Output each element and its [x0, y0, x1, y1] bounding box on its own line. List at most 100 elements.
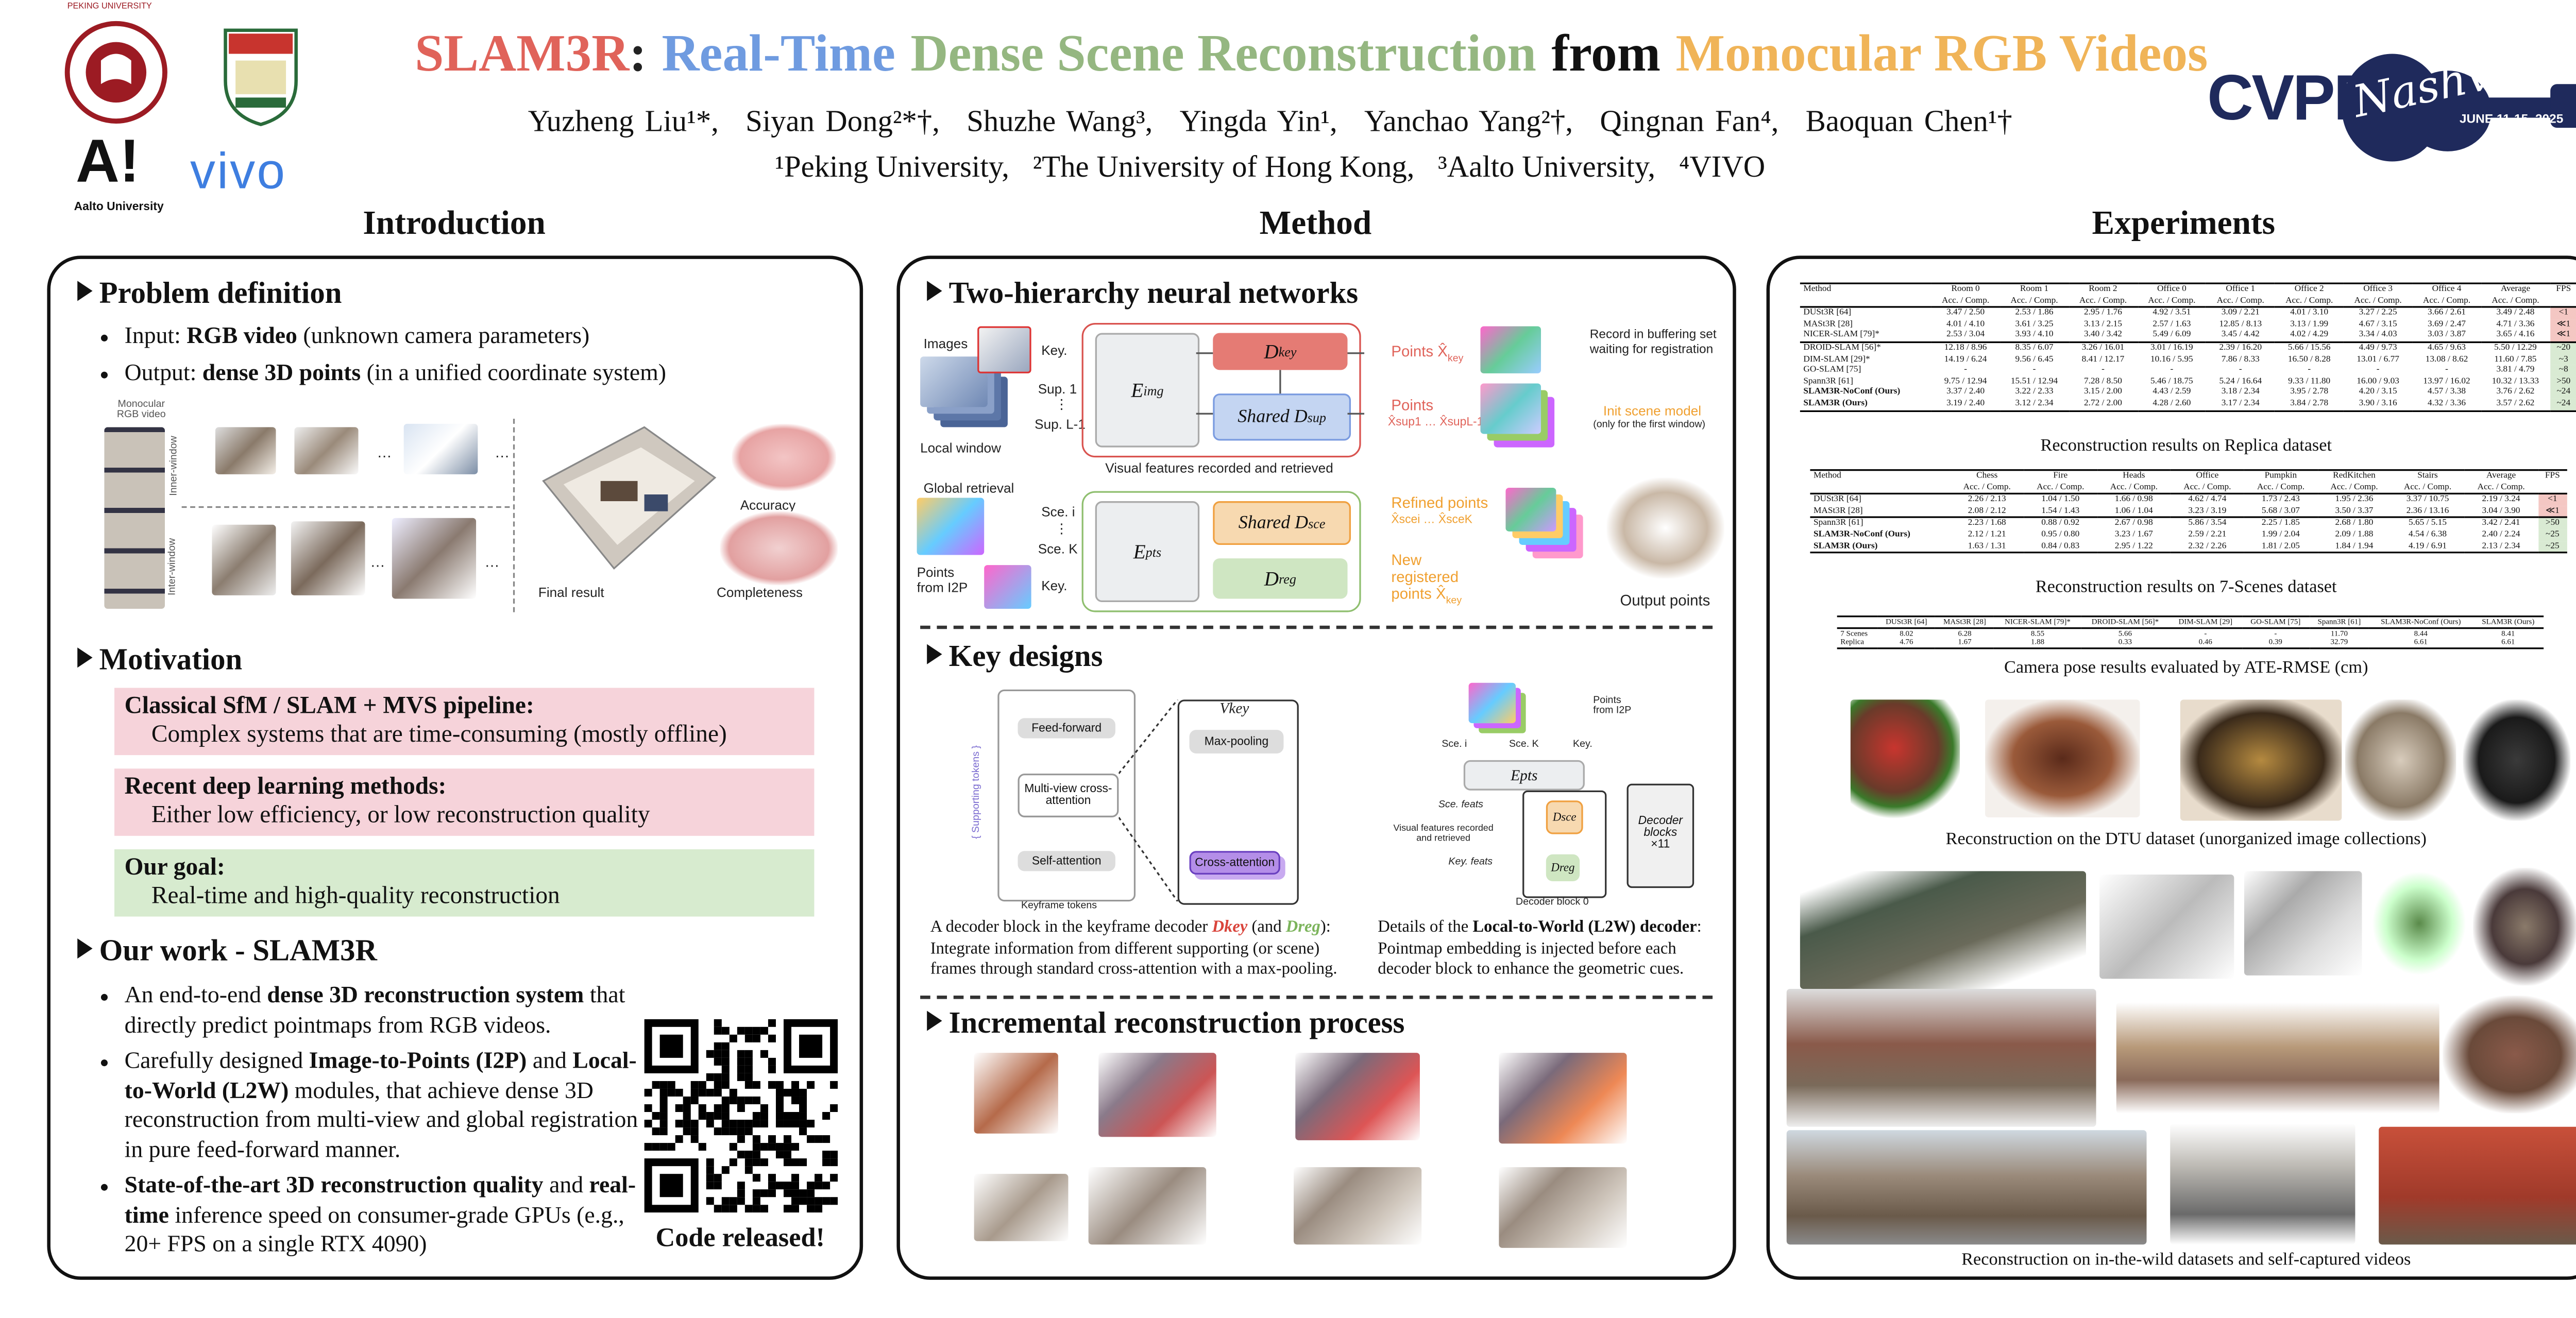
qr-module [729, 1158, 737, 1167]
table-cell: 1.54 / 1.43 [2041, 506, 2080, 516]
aalto-name: Aalto University [74, 201, 164, 214]
qr-module [714, 1042, 722, 1050]
qr-module [822, 1158, 831, 1167]
table-cell: 15.51 / 12.94 [2010, 376, 2058, 387]
table-cell: 12.18 / 8.96 [1931, 341, 2000, 354]
divider [181, 506, 510, 508]
qr-module [775, 1143, 784, 1151]
qr-module [791, 1120, 800, 1128]
qr-module [721, 1104, 730, 1112]
header-cell: GO-SLAM [75] [2242, 616, 2310, 629]
subheader-cell: Acc. / Comp. [2481, 295, 2550, 309]
table-cell: 4.28 / 2.60 [2153, 399, 2191, 409]
header-cell: SLAM3R (Ours) [2472, 616, 2544, 629]
qr-module [783, 1189, 791, 1197]
qr-module [752, 1174, 760, 1182]
qr-module [721, 1120, 730, 1128]
qr-module [783, 1182, 791, 1190]
table-cell: 3.23 / 1.67 [2114, 529, 2153, 540]
diagram-label: (only for the first window) [1593, 420, 1706, 431]
table-cell: 3.13 / 1.99 [2290, 319, 2329, 330]
table-cell: 2.53 / 3.04 [1946, 330, 1985, 341]
qr-module [752, 1205, 760, 1213]
method-panel: Two-hierarchy neural networks Images Key… [896, 255, 1736, 1280]
arrow [927, 281, 942, 301]
table-row: GO-SLAM [75] - - - - - - - - 3.81 / 4.79 ~8 [1800, 365, 2576, 377]
table-cell: ~24 [2550, 399, 2576, 411]
qr-module [737, 1065, 745, 1073]
header-cell: Spann3R [61] [2309, 616, 2369, 629]
qr-module [744, 1057, 753, 1066]
table-cell: 1.88 [2030, 638, 2045, 647]
qr-module [698, 1081, 706, 1089]
ff-block: Feed-forward [1018, 718, 1115, 739]
qr-module [744, 1166, 753, 1174]
table-cell: 4.43 / 2.59 [2153, 387, 2191, 398]
header-cell: RedKitchen [2333, 471, 2376, 481]
experiments-panel: Method Room 0 Room 1 Room 2 Office 0 Office 1… [1766, 255, 2576, 1280]
qr-module [752, 1151, 760, 1159]
wild-image [2244, 871, 2362, 975]
text-span: E [1133, 539, 1146, 563]
table-cell: 4.71 / 3.36 [2496, 319, 2535, 330]
qr-module [659, 1120, 668, 1128]
table-cell: 1.66 / 0.98 [2114, 494, 2153, 505]
header-cell: Office 3 [2363, 284, 2393, 295]
heading-text: Motivation [99, 642, 243, 676]
image-caption: Reconstruction on the DTU dataset (unorg… [1945, 831, 2427, 849]
table-cell: 13.08 / 8.62 [2425, 354, 2468, 365]
qr-module [783, 1143, 791, 1151]
poster-title: SLAM3R: Real-Time Dense Scene Reconstructi… [0, 24, 2576, 84]
table-cell: 2.95 / 1.76 [2083, 308, 2122, 318]
diagram-label: Key. [1573, 740, 1592, 750]
text-segment: Local-to-World (L2W) [124, 1049, 637, 1104]
section-title: Experiments [2092, 205, 2276, 243]
table-cell: - [2032, 365, 2036, 376]
text-span [1118, 699, 1179, 902]
qr-module [698, 1104, 706, 1112]
qr-module [768, 1174, 776, 1182]
dtu-image [1985, 699, 2140, 817]
qr-module [714, 1050, 722, 1058]
qr-module [652, 1081, 660, 1089]
table-cell: 1.95 / 2.36 [2335, 494, 2374, 505]
qr-module [760, 1104, 768, 1112]
header-row: Method Room 0 Room 1 Room 2 Office 0 Office 1… [1800, 283, 2576, 295]
table-cell: 0.39 [2268, 638, 2282, 647]
qr-module [644, 1120, 652, 1128]
text-span [644, 494, 668, 511]
qr-module [807, 1135, 815, 1143]
table-cell: 2.95 / 1.22 [2114, 541, 2153, 551]
table-cell: 0.33 [2118, 638, 2132, 647]
qr-module [729, 1127, 737, 1136]
qr-module [744, 1073, 753, 1081]
qr-module [683, 1104, 691, 1112]
qr-module [744, 1034, 753, 1042]
diagram-label: Key. [1041, 578, 1067, 594]
qr-module [815, 1182, 823, 1190]
qr-module [752, 1034, 760, 1042]
d-reg-block: Dreg [1546, 854, 1580, 882]
qr-module [706, 1088, 714, 1097]
table-cell: ~25 [2537, 541, 2567, 553]
table-cell: 9.56 / 6.45 [2015, 354, 2054, 365]
header-cell: FPS [2556, 284, 2571, 295]
heading: Key designs [927, 639, 1103, 675]
qr-module [744, 1050, 753, 1058]
output-cloud [1606, 477, 1724, 579]
qr-module [799, 1096, 807, 1104]
table-row: MASt3R [28] 2.08 / 2.12 1.54 / 1.43 1.06 / … [1810, 506, 2567, 518]
table-cell: DUSt3R [64] [1813, 494, 1861, 505]
subheader-row: Acc. / Comp. Acc. / Comp. Acc. / Comp. Acc.… [1810, 482, 2567, 495]
table-cell: 4.54 / 6.38 [2409, 529, 2447, 540]
table-cell: Replica [1840, 638, 1865, 647]
title-part: : [629, 23, 647, 83]
author: Qingnan Fan⁴, [1600, 104, 1779, 138]
completeness-image [720, 511, 838, 586]
subscript: key [1446, 596, 1462, 607]
table-cell: 8.02 [1900, 628, 1913, 637]
table-cell: 3.50 / 3.37 [2335, 506, 2374, 516]
qr-module [737, 1026, 745, 1035]
